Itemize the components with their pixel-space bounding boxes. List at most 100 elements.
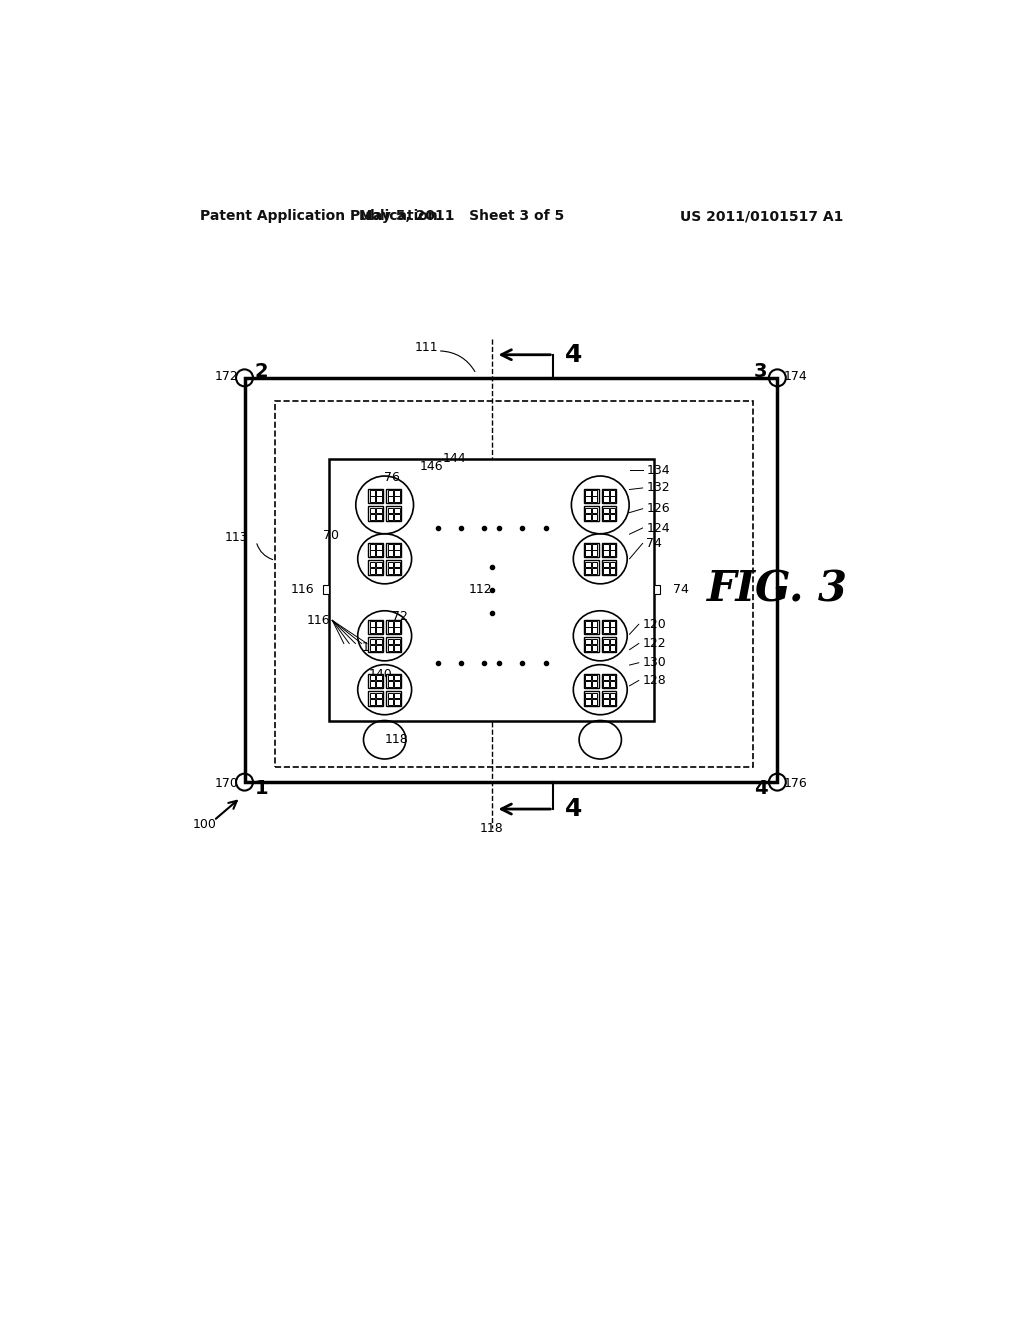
Bar: [603, 645, 608, 651]
Bar: [592, 645, 597, 651]
Bar: [602, 619, 616, 635]
Bar: [394, 639, 399, 644]
Bar: [394, 550, 399, 556]
Bar: [369, 673, 383, 688]
Bar: [602, 488, 616, 503]
Bar: [609, 508, 615, 513]
Text: 174: 174: [783, 370, 807, 383]
Bar: [602, 543, 616, 557]
Text: 74: 74: [646, 537, 663, 550]
Bar: [376, 693, 382, 698]
Bar: [370, 700, 376, 705]
Bar: [376, 620, 382, 627]
Bar: [387, 700, 393, 705]
Bar: [370, 496, 376, 502]
Text: 76: 76: [384, 471, 400, 484]
Bar: [592, 496, 597, 502]
Bar: [603, 561, 608, 568]
Text: 140: 140: [369, 668, 392, 681]
Bar: [376, 568, 382, 574]
Bar: [369, 560, 383, 576]
Bar: [586, 620, 591, 627]
Bar: [386, 543, 400, 557]
Bar: [387, 693, 393, 698]
Bar: [386, 560, 400, 576]
Bar: [394, 496, 399, 502]
Bar: [609, 550, 615, 556]
Bar: [369, 507, 383, 521]
Bar: [586, 496, 591, 502]
Bar: [369, 488, 383, 503]
Text: 111: 111: [415, 341, 438, 354]
Bar: [370, 568, 376, 574]
Bar: [387, 508, 393, 513]
Bar: [387, 568, 393, 574]
Bar: [245, 378, 777, 781]
Bar: [592, 508, 597, 513]
Bar: [376, 515, 382, 520]
Bar: [370, 561, 376, 568]
Bar: [603, 515, 608, 520]
Bar: [394, 544, 399, 549]
Bar: [609, 627, 615, 634]
Text: 118: 118: [384, 733, 409, 746]
Bar: [369, 638, 383, 652]
Bar: [584, 673, 599, 688]
Bar: [584, 619, 599, 635]
Bar: [376, 627, 382, 634]
Bar: [592, 700, 597, 705]
Bar: [386, 507, 400, 521]
Bar: [603, 568, 608, 574]
Text: 170: 170: [214, 777, 239, 791]
Text: 120: 120: [643, 618, 667, 631]
Bar: [586, 645, 591, 651]
Bar: [586, 627, 591, 634]
Bar: [609, 693, 615, 698]
Bar: [586, 675, 591, 680]
Bar: [602, 673, 616, 688]
Bar: [387, 645, 393, 651]
Bar: [394, 693, 399, 698]
Bar: [387, 490, 393, 495]
Text: 4: 4: [565, 343, 583, 367]
Bar: [609, 681, 615, 686]
Bar: [592, 639, 597, 644]
Bar: [387, 544, 393, 549]
Bar: [609, 544, 615, 549]
Text: 72: 72: [392, 610, 409, 623]
Bar: [386, 673, 400, 688]
Text: 126: 126: [646, 502, 670, 515]
Bar: [376, 561, 382, 568]
Bar: [394, 681, 399, 686]
Bar: [386, 692, 400, 706]
Bar: [370, 639, 376, 644]
Bar: [592, 568, 597, 574]
Bar: [584, 543, 599, 557]
Bar: [586, 561, 591, 568]
Bar: [370, 681, 376, 686]
Bar: [394, 675, 399, 680]
Bar: [386, 638, 400, 652]
Bar: [376, 544, 382, 549]
Text: 128: 128: [643, 675, 667, 686]
Text: 144: 144: [442, 453, 466, 465]
Bar: [370, 544, 376, 549]
Bar: [584, 488, 599, 503]
Bar: [603, 627, 608, 634]
Bar: [602, 638, 616, 652]
Text: 132: 132: [646, 482, 670, 495]
Bar: [586, 550, 591, 556]
Bar: [592, 550, 597, 556]
Bar: [370, 508, 376, 513]
Bar: [586, 508, 591, 513]
Bar: [394, 515, 399, 520]
Bar: [394, 645, 399, 651]
Bar: [603, 681, 608, 686]
Bar: [370, 515, 376, 520]
Bar: [370, 490, 376, 495]
Bar: [386, 619, 400, 635]
Text: 124: 124: [646, 521, 670, 535]
Text: 122: 122: [643, 638, 667, 649]
Bar: [603, 675, 608, 680]
Text: 134: 134: [646, 463, 670, 477]
